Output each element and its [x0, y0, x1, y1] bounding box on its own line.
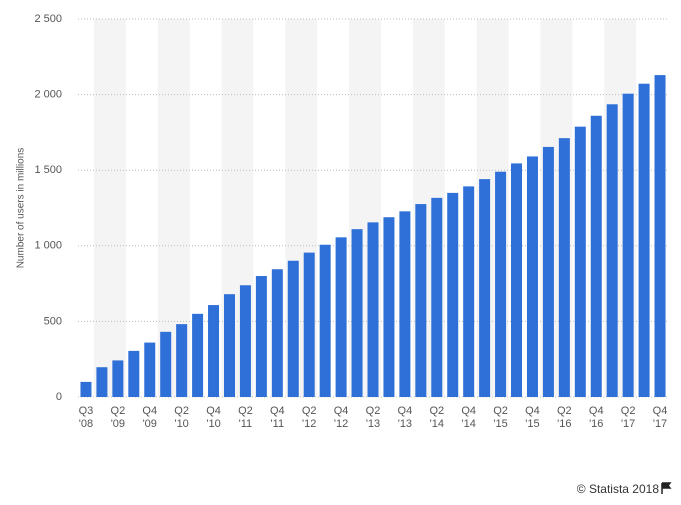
bar: [622, 93, 634, 397]
bar: [383, 217, 395, 397]
flag-icon: [661, 482, 672, 494]
bar: [96, 367, 108, 397]
x-tick-label: Q2 '12: [301, 405, 317, 430]
y-tick-label: 1 500: [34, 164, 62, 176]
bar: [479, 179, 491, 397]
bar: [112, 360, 124, 397]
bar: [415, 204, 427, 397]
bar: [495, 171, 507, 397]
bar: [558, 138, 570, 397]
bar: [335, 237, 347, 397]
y-tick-label: 2 000: [34, 89, 62, 101]
y-tick-label: 1 000: [34, 240, 62, 252]
y-tick-label: 0: [56, 391, 62, 403]
bar: [606, 104, 618, 398]
bar: [542, 146, 554, 397]
x-tick-label: Q2 '15: [493, 405, 508, 430]
x-tick-label: Q2 '14: [429, 405, 445, 430]
x-tick-label: Q4 '09: [142, 405, 158, 430]
bar: [208, 305, 220, 397]
bar: [511, 163, 523, 397]
bar: [223, 294, 235, 397]
bar: [367, 222, 379, 397]
background-stripe: [93, 19, 126, 397]
y-axis-label: Number of users in millions: [16, 148, 27, 269]
x-tick-label: Q4 '16: [588, 405, 604, 430]
bar: [654, 75, 666, 397]
x-tick-label: Q3 '08: [78, 405, 94, 430]
bar: [192, 313, 204, 397]
bar: [351, 229, 363, 397]
x-tick-label: Q2 '10: [174, 405, 189, 430]
x-tick-label: Q4 '17: [652, 405, 668, 430]
x-tick-label: Q4 '12: [333, 405, 349, 430]
bar: [128, 350, 140, 397]
bar: [590, 115, 602, 397]
bar: [176, 324, 188, 397]
bar: [399, 211, 411, 397]
bar: [574, 126, 586, 397]
y-tick-label: 2 500: [34, 13, 62, 25]
x-tick-label: Q2 '16: [557, 405, 572, 430]
bar: [638, 83, 650, 398]
bar: [319, 244, 331, 397]
bar: [255, 276, 267, 397]
x-tick-label: Q4 '15: [525, 405, 540, 430]
bar: [160, 331, 172, 397]
bar: [287, 260, 299, 397]
bar: [463, 186, 475, 397]
bar: [239, 285, 251, 397]
bar: [431, 197, 443, 397]
bar: [303, 252, 315, 397]
x-tick-label: Q4 '13: [397, 405, 413, 430]
bar: [144, 342, 156, 397]
x-tick-label: Q2 '09: [110, 405, 126, 430]
bar: [271, 269, 283, 397]
x-tick-label: Q4 '10: [206, 405, 221, 430]
source: © Statista 2018: [576, 482, 659, 496]
bar: [80, 381, 92, 397]
x-tick-label: Q2 '17: [620, 405, 636, 430]
x-tick-label: Q4 '11: [269, 405, 285, 430]
bar: [447, 192, 459, 397]
x-tick-label: Q2 '11: [238, 405, 253, 430]
x-tick-label: Q4 '14: [461, 405, 477, 430]
y-tick-label: 500: [44, 315, 62, 327]
x-tick-label: Q2 '13: [365, 405, 381, 430]
bar: [526, 156, 538, 397]
